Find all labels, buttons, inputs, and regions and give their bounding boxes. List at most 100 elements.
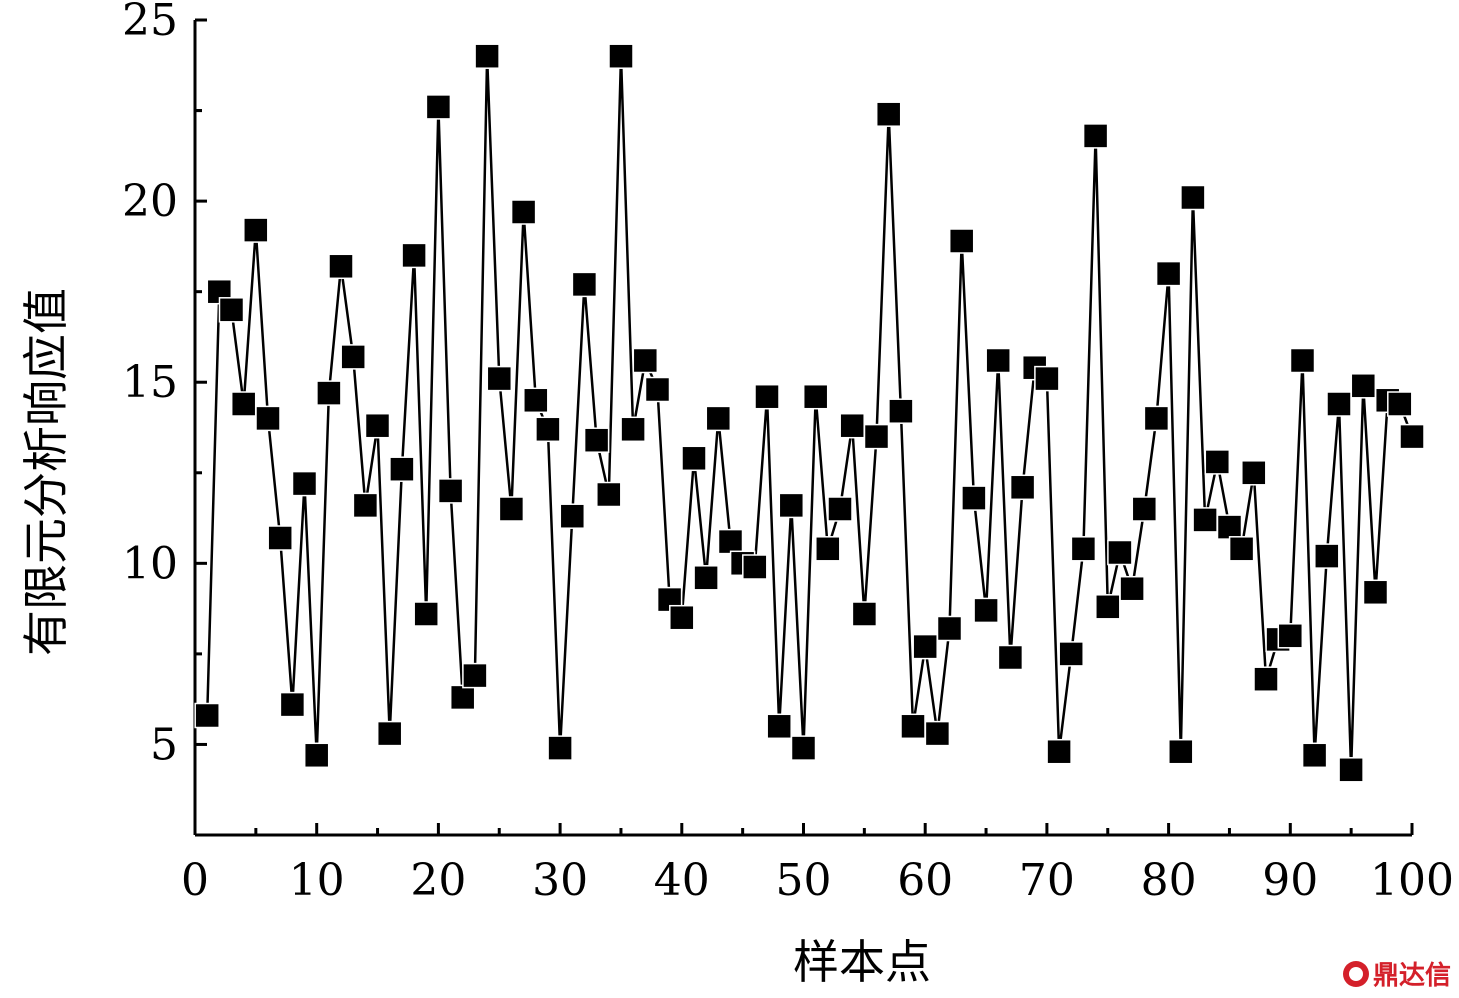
y-tick-label: 15 [122, 357, 178, 408]
watermark-icon [1342, 960, 1369, 987]
data-point [389, 456, 415, 482]
data-point [681, 445, 707, 472]
data-point [669, 604, 695, 631]
data-point [632, 347, 659, 374]
data-point [608, 43, 634, 69]
y-tick-label: 20 [122, 176, 178, 227]
data-point [973, 597, 999, 624]
data-point [267, 525, 293, 551]
data-point [510, 199, 537, 225]
data-point [1034, 365, 1060, 392]
x-axis-title: 样本点 [793, 935, 931, 989]
series-line [205, 54, 1414, 772]
data-point [1107, 539, 1133, 566]
y-tick-label: 25 [122, 0, 178, 46]
data-point [352, 492, 379, 519]
x-tick-label: 50 [776, 855, 832, 906]
axes: 0 10 20 30 40 50 60 70 80 90 100 5 10 15 20 25 [122, 0, 1454, 906]
data-point [1228, 536, 1255, 562]
data-point [1058, 641, 1084, 667]
data-point [243, 217, 269, 243]
data-markers [194, 43, 1425, 783]
watermark-text: 鼎达信 [1372, 961, 1451, 991]
data-point [705, 405, 732, 432]
x-tick-label: 60 [897, 855, 953, 906]
data-point [1009, 474, 1036, 501]
data-point [1155, 260, 1182, 287]
data-point [790, 735, 817, 761]
data-point [851, 601, 878, 627]
data-point [839, 412, 865, 439]
data-point [985, 347, 1011, 374]
x-tick-label: 30 [532, 855, 588, 906]
data-point [1338, 757, 1364, 783]
data-point [401, 242, 427, 269]
data-point [571, 271, 598, 298]
data-point [486, 365, 513, 392]
data-point [1301, 742, 1328, 769]
data-point [1289, 347, 1316, 374]
data-point [827, 496, 853, 522]
data-point [230, 391, 257, 417]
data-point [279, 691, 306, 718]
x-tick-label: 0 [181, 855, 209, 906]
data-point [583, 427, 610, 453]
data-point [1192, 507, 1218, 533]
data-point [303, 742, 330, 769]
data-point [802, 383, 829, 410]
data-point [1168, 738, 1194, 765]
data-point [936, 615, 963, 642]
data-point [1387, 391, 1413, 417]
data-point [1180, 184, 1206, 211]
data-point [1070, 536, 1097, 562]
data-point [1399, 423, 1425, 450]
x-tick-label: 70 [1019, 855, 1075, 906]
data-point [1046, 738, 1072, 765]
data-point [1216, 514, 1243, 540]
data-point [194, 702, 220, 729]
data-point [1095, 594, 1121, 620]
x-tick-label: 80 [1141, 855, 1197, 906]
data-point [815, 536, 841, 562]
data-point [924, 720, 951, 747]
data-point [1362, 579, 1389, 606]
data-point [900, 713, 926, 740]
data-point [961, 485, 987, 511]
watermark-logo: 鼎达信 [1342, 955, 1451, 992]
data-point [364, 412, 391, 439]
data-point [778, 492, 805, 519]
data-point [1082, 123, 1109, 149]
data-point [316, 380, 342, 406]
data-point [413, 601, 439, 627]
data-point [766, 713, 792, 740]
data-point [535, 416, 561, 443]
data-point [291, 470, 318, 497]
data-point [340, 344, 366, 370]
y-tick-label: 10 [122, 538, 178, 589]
data-point [717, 528, 744, 555]
x-tick-label: 10 [289, 855, 345, 906]
data-point [1277, 623, 1304, 649]
data-point [754, 383, 780, 410]
data-point [328, 253, 354, 280]
y-ticks: 5 10 15 20 25 [122, 0, 207, 770]
x-tick-label: 100 [1370, 855, 1454, 906]
data-point [437, 478, 464, 504]
data-point [462, 662, 488, 689]
x-ticks: 0 10 20 30 40 50 60 70 80 90 100 [181, 823, 1454, 906]
data-point [1253, 666, 1279, 692]
data-point [1131, 496, 1158, 522]
data-point [1326, 391, 1352, 417]
data-point [596, 481, 622, 508]
data-point [1241, 460, 1267, 486]
y-axis-title: 有限元分析响应值 [19, 288, 73, 656]
data-point [255, 405, 281, 432]
data-point [742, 554, 768, 580]
data-point [218, 297, 245, 323]
data-point [449, 684, 476, 711]
data-point [559, 503, 586, 529]
data-point [693, 565, 719, 591]
data-point [474, 43, 500, 69]
data-point [523, 387, 549, 414]
